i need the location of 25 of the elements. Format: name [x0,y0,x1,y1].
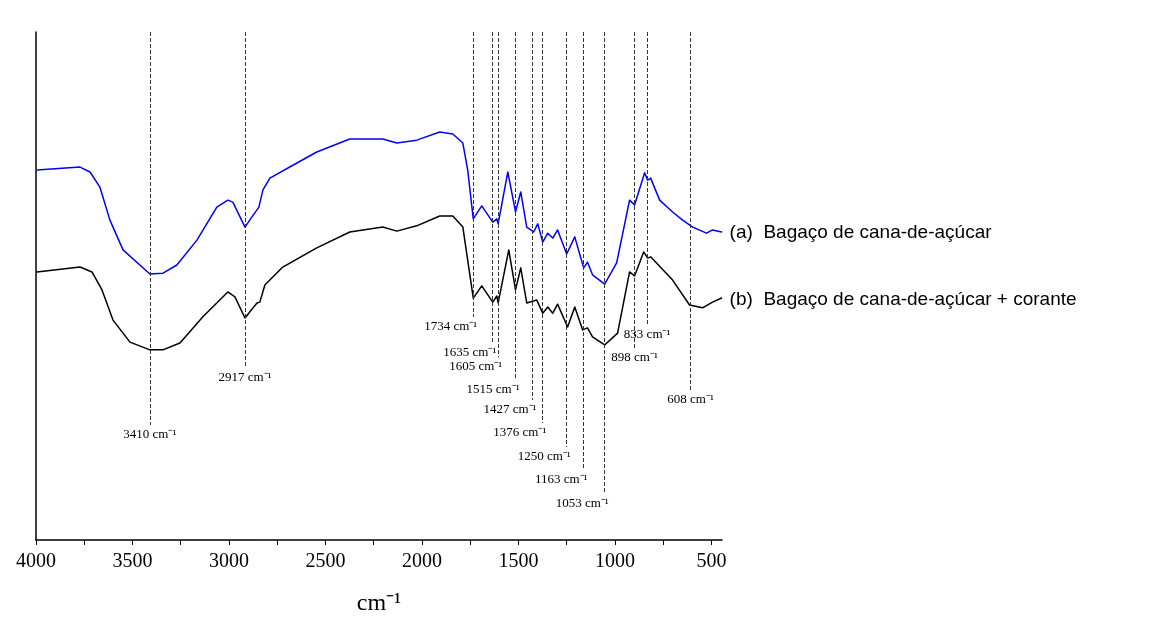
x-tick-label: 3500 [112,549,153,571]
ref-line-label: 1163 cm⁻¹ [534,471,588,486]
x-tick-label: 1500 [498,549,539,571]
x-tick-label: 3000 [208,549,249,571]
ref-line-label: 1427 cm⁻¹ [483,401,537,416]
ref-line-label: 898 cm⁻¹ [611,349,658,364]
ref-line-label: 1053 cm⁻¹ [555,495,609,510]
ref-line-label: 3410 cm⁻¹ [123,426,177,441]
ref-line-label: 1635 cm⁻¹ [443,344,497,359]
ref-line-label: 1605 cm⁻¹ [449,358,503,373]
ref-line-label: 1250 cm⁻¹ [517,448,571,463]
ref-line-label: 833 cm⁻¹ [623,326,671,341]
series-label: (b) Bagaço de cana-de-açúcar + corante [729,287,1077,309]
x-tick-label: 2000 [401,549,442,571]
x-tick-label: 2500 [305,549,346,571]
ref-line-label: 1515 cm⁻¹ [466,381,520,396]
series-label: (a) Bagaço de cana-de-açúcar [729,221,993,243]
x-tick-label: 1000 [594,549,635,571]
x-tick-label: 4000 [16,549,56,571]
x-tick-label: 500 [696,549,727,571]
x-axis-title: cm⁻¹ [356,589,402,615]
ref-line-label: 1734 cm⁻¹ [424,318,478,333]
ref-line-label: 608 cm⁻¹ [667,391,714,406]
ref-line-label: 2917 cm⁻¹ [218,369,272,384]
ref-line-label: 1376 cm⁻¹ [493,424,547,439]
